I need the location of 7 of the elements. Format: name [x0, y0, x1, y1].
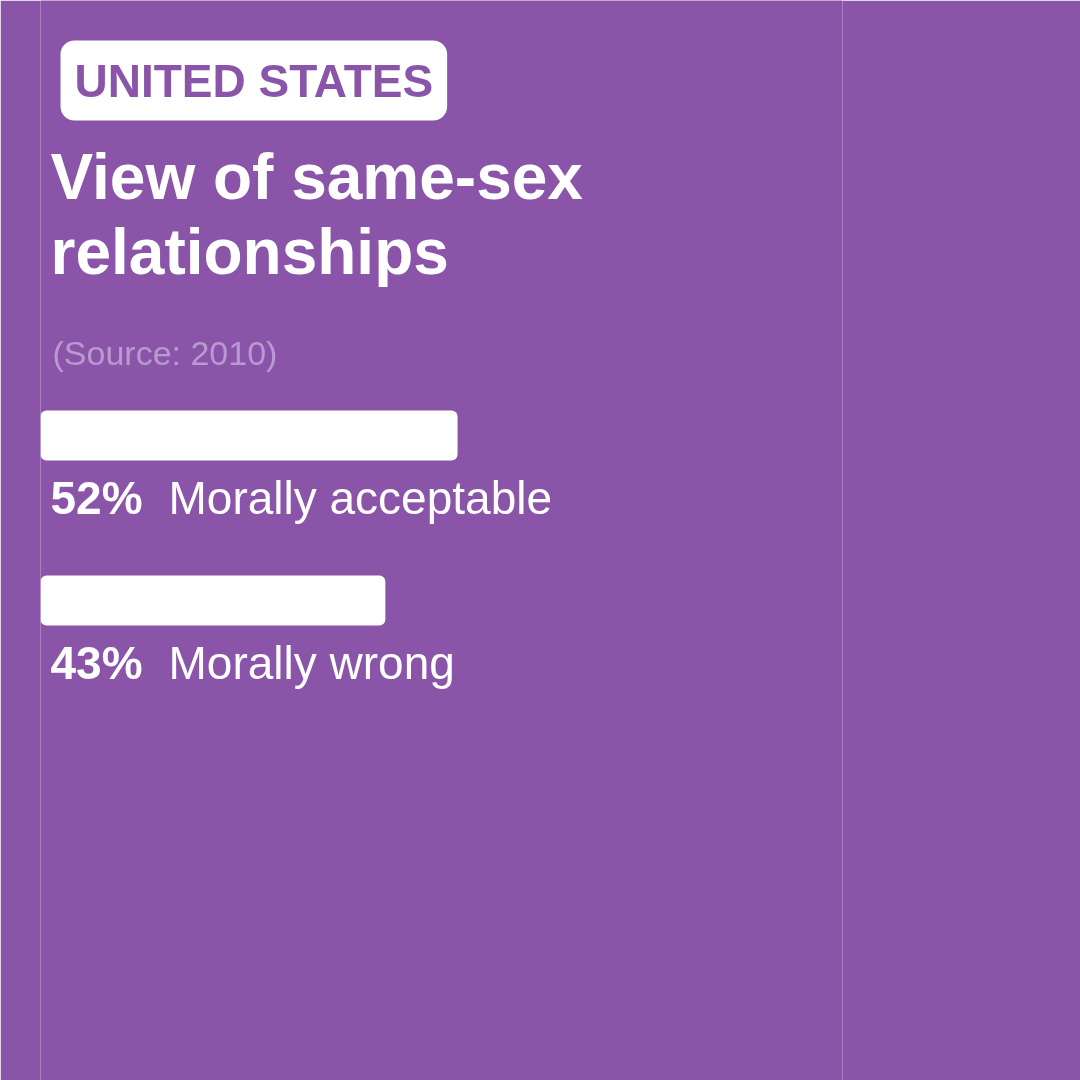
y-tick-label: Morally acceptable [168, 471, 553, 524]
text: (Source: 2010) [52, 333, 278, 372]
chart-subtitle: UNITED STATES [74, 54, 434, 107]
chart-title: View of same-sex relationships [50, 140, 584, 289]
data-label: 43% [50, 636, 143, 689]
data-label: 52% [50, 471, 143, 524]
y-tick-label: Morally wrong [168, 636, 455, 689]
